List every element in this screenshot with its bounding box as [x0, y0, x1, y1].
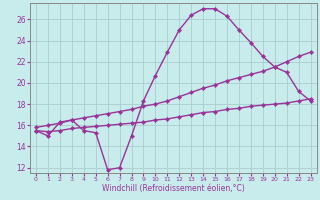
X-axis label: Windchill (Refroidissement éolien,°C): Windchill (Refroidissement éolien,°C): [102, 184, 245, 193]
